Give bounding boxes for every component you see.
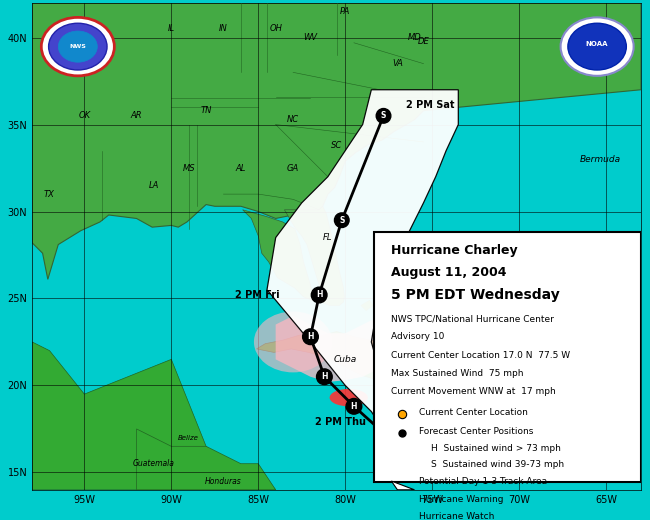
Polygon shape <box>391 481 415 490</box>
Text: Advisory 10: Advisory 10 <box>391 332 445 342</box>
Ellipse shape <box>254 311 332 372</box>
Text: 2 PM Sat: 2 PM Sat <box>406 100 454 110</box>
Text: 2 PM Fri: 2 PM Fri <box>235 290 279 300</box>
Text: S: S <box>339 216 344 225</box>
Text: Current Center Location 17.0 N  77.5 W: Current Center Location 17.0 N 77.5 W <box>391 350 571 359</box>
Text: TX: TX <box>44 190 55 199</box>
Text: S  Sustained wind 39-73 mph: S Sustained wind 39-73 mph <box>431 460 564 469</box>
Text: Jamaica: Jamaica <box>377 410 407 420</box>
Circle shape <box>317 369 332 385</box>
Text: Bermuda: Bermuda <box>580 155 621 164</box>
Text: OH: OH <box>269 24 282 33</box>
Text: Current Movement WNW at  17 mph: Current Movement WNW at 17 mph <box>391 386 556 396</box>
Text: Hurricane Warning: Hurricane Warning <box>419 495 503 504</box>
Text: NOAA: NOAA <box>586 41 608 47</box>
Polygon shape <box>439 385 491 419</box>
Circle shape <box>376 109 391 123</box>
Text: August 11, 2004: August 11, 2004 <box>391 266 507 279</box>
Polygon shape <box>32 3 641 279</box>
Text: AL: AL <box>236 163 246 173</box>
Polygon shape <box>361 300 373 310</box>
Polygon shape <box>406 309 417 319</box>
Text: Guatemala: Guatemala <box>133 459 175 468</box>
Text: FL: FL <box>323 233 333 242</box>
Text: 5 PM EDT Wednesday: 5 PM EDT Wednesday <box>391 288 560 302</box>
Text: NWS TPC/National Hurricane Center: NWS TPC/National Hurricane Center <box>391 315 554 323</box>
Text: Forecast Center Positions: Forecast Center Positions <box>419 427 533 436</box>
Text: VA: VA <box>392 59 403 68</box>
Text: Cuba: Cuba <box>333 355 357 364</box>
Circle shape <box>303 329 318 345</box>
Polygon shape <box>561 410 595 422</box>
Text: Hurricane Charley: Hurricane Charley <box>391 244 518 257</box>
Polygon shape <box>32 342 276 490</box>
Circle shape <box>346 398 362 414</box>
Text: H  Sustained wind > 73 mph: H Sustained wind > 73 mph <box>431 444 561 452</box>
Polygon shape <box>373 410 408 424</box>
Circle shape <box>42 17 114 76</box>
Text: S: S <box>381 111 386 120</box>
Bar <box>391 497 411 507</box>
Text: 2 PM Thu: 2 PM Thu <box>315 417 366 427</box>
Text: Current Center Location: Current Center Location <box>419 409 528 418</box>
Text: GA: GA <box>287 163 299 173</box>
Circle shape <box>58 31 98 62</box>
Text: IN: IN <box>219 24 228 33</box>
Text: OK: OK <box>78 111 90 120</box>
Text: MS: MS <box>183 163 195 173</box>
Text: AR: AR <box>131 111 142 120</box>
Circle shape <box>560 17 634 76</box>
Polygon shape <box>267 90 458 438</box>
Ellipse shape <box>330 389 368 406</box>
FancyBboxPatch shape <box>374 232 641 483</box>
Circle shape <box>49 23 107 70</box>
Text: IL: IL <box>168 24 175 33</box>
Text: H: H <box>351 402 358 411</box>
Text: Honduras: Honduras <box>205 477 242 486</box>
Text: MO: MO <box>95 50 109 59</box>
Text: SC: SC <box>331 141 342 150</box>
Text: H: H <box>321 372 328 381</box>
Text: Potential Day 1-3 Track Area: Potential Day 1-3 Track Area <box>419 477 547 486</box>
Text: TN: TN <box>200 106 212 115</box>
Polygon shape <box>276 307 415 382</box>
Text: Baha-
mas: Baha- mas <box>395 275 417 294</box>
Text: H: H <box>316 291 322 300</box>
Text: MD: MD <box>408 33 422 42</box>
Text: Hurricane Watch: Hurricane Watch <box>419 512 494 520</box>
Polygon shape <box>242 206 344 305</box>
Text: WV: WV <box>304 33 317 42</box>
Text: H: H <box>307 332 314 341</box>
Text: NWS: NWS <box>70 44 86 49</box>
Text: 5 PM Wed: 5 PM Wed <box>374 438 428 448</box>
Polygon shape <box>136 429 276 490</box>
Text: PA: PA <box>340 7 350 16</box>
Text: DE: DE <box>418 36 430 46</box>
Polygon shape <box>389 292 401 302</box>
Text: Max Sustained Wind  75 mph: Max Sustained Wind 75 mph <box>391 369 524 378</box>
Circle shape <box>568 23 627 70</box>
Ellipse shape <box>389 418 433 440</box>
Text: Belize: Belize <box>178 435 199 440</box>
Bar <box>391 515 411 520</box>
Polygon shape <box>257 332 441 387</box>
Circle shape <box>335 213 349 228</box>
Text: LA: LA <box>149 181 159 190</box>
Text: NC: NC <box>287 115 299 124</box>
Circle shape <box>311 287 327 303</box>
